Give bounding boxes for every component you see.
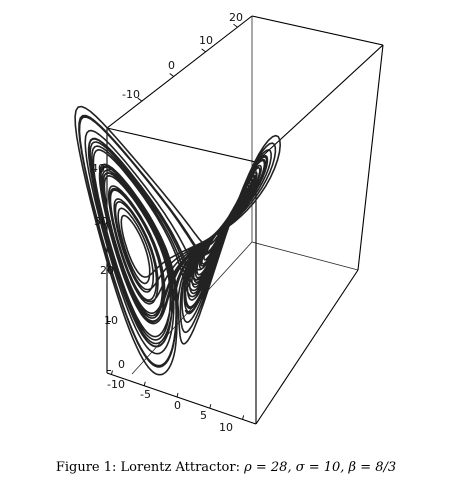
bottom-tick-label: -10 [107,378,125,391]
axis-tick [111,371,112,375]
axis-tick [210,404,211,408]
top-tick-label: -10 [122,88,140,101]
box-edge-bottom-right [256,270,358,424]
bottom-axis-labels: -10 -5 0 5 10 [107,378,233,434]
axis-tick [202,49,206,52]
figure-caption: Figure 1: Lorentz Attractor: ρ = 28, σ =… [0,460,452,475]
box-edge-bottom-left [107,373,256,424]
box-edge-top-left [107,16,252,128]
bottom-tick-label: -5 [140,388,151,401]
axis-tick [177,393,178,397]
vertical-tick-label: 20 [100,264,114,277]
bottom-tick-label: 10 [219,421,233,434]
tick-marks [107,24,244,419]
axis-tick [170,73,174,76]
top-tick-label: 10 [199,34,213,47]
vertical-tick-label: 0 [118,358,125,371]
box-edge-back-bottom-right [252,242,358,270]
attractor-trajectory [75,107,280,375]
top-tick-label: 20 [229,11,243,24]
box-edge-top-back [252,16,383,45]
axis-tick [234,24,238,27]
axis-tick [243,415,244,419]
vertical-tick-label: 40 [91,162,105,175]
axis-tick [144,382,145,386]
top-axis-labels: 20 10 0 -10 [122,11,243,101]
bottom-tick-label: 5 [200,409,207,422]
top-tick-label: 0 [168,59,175,72]
attractor-curve [75,107,280,375]
bottom-tick-label: 0 [174,399,181,412]
caption-equation: ρ = 28, σ = 10, β = 8/3 [244,460,396,475]
box-edge-right-vertical [358,45,383,270]
vertical-tick-label: 30 [94,215,108,228]
vertical-tick-label: 10 [104,314,118,327]
caption-prefix: Figure 1: Lorentz Attractor: [56,460,244,475]
